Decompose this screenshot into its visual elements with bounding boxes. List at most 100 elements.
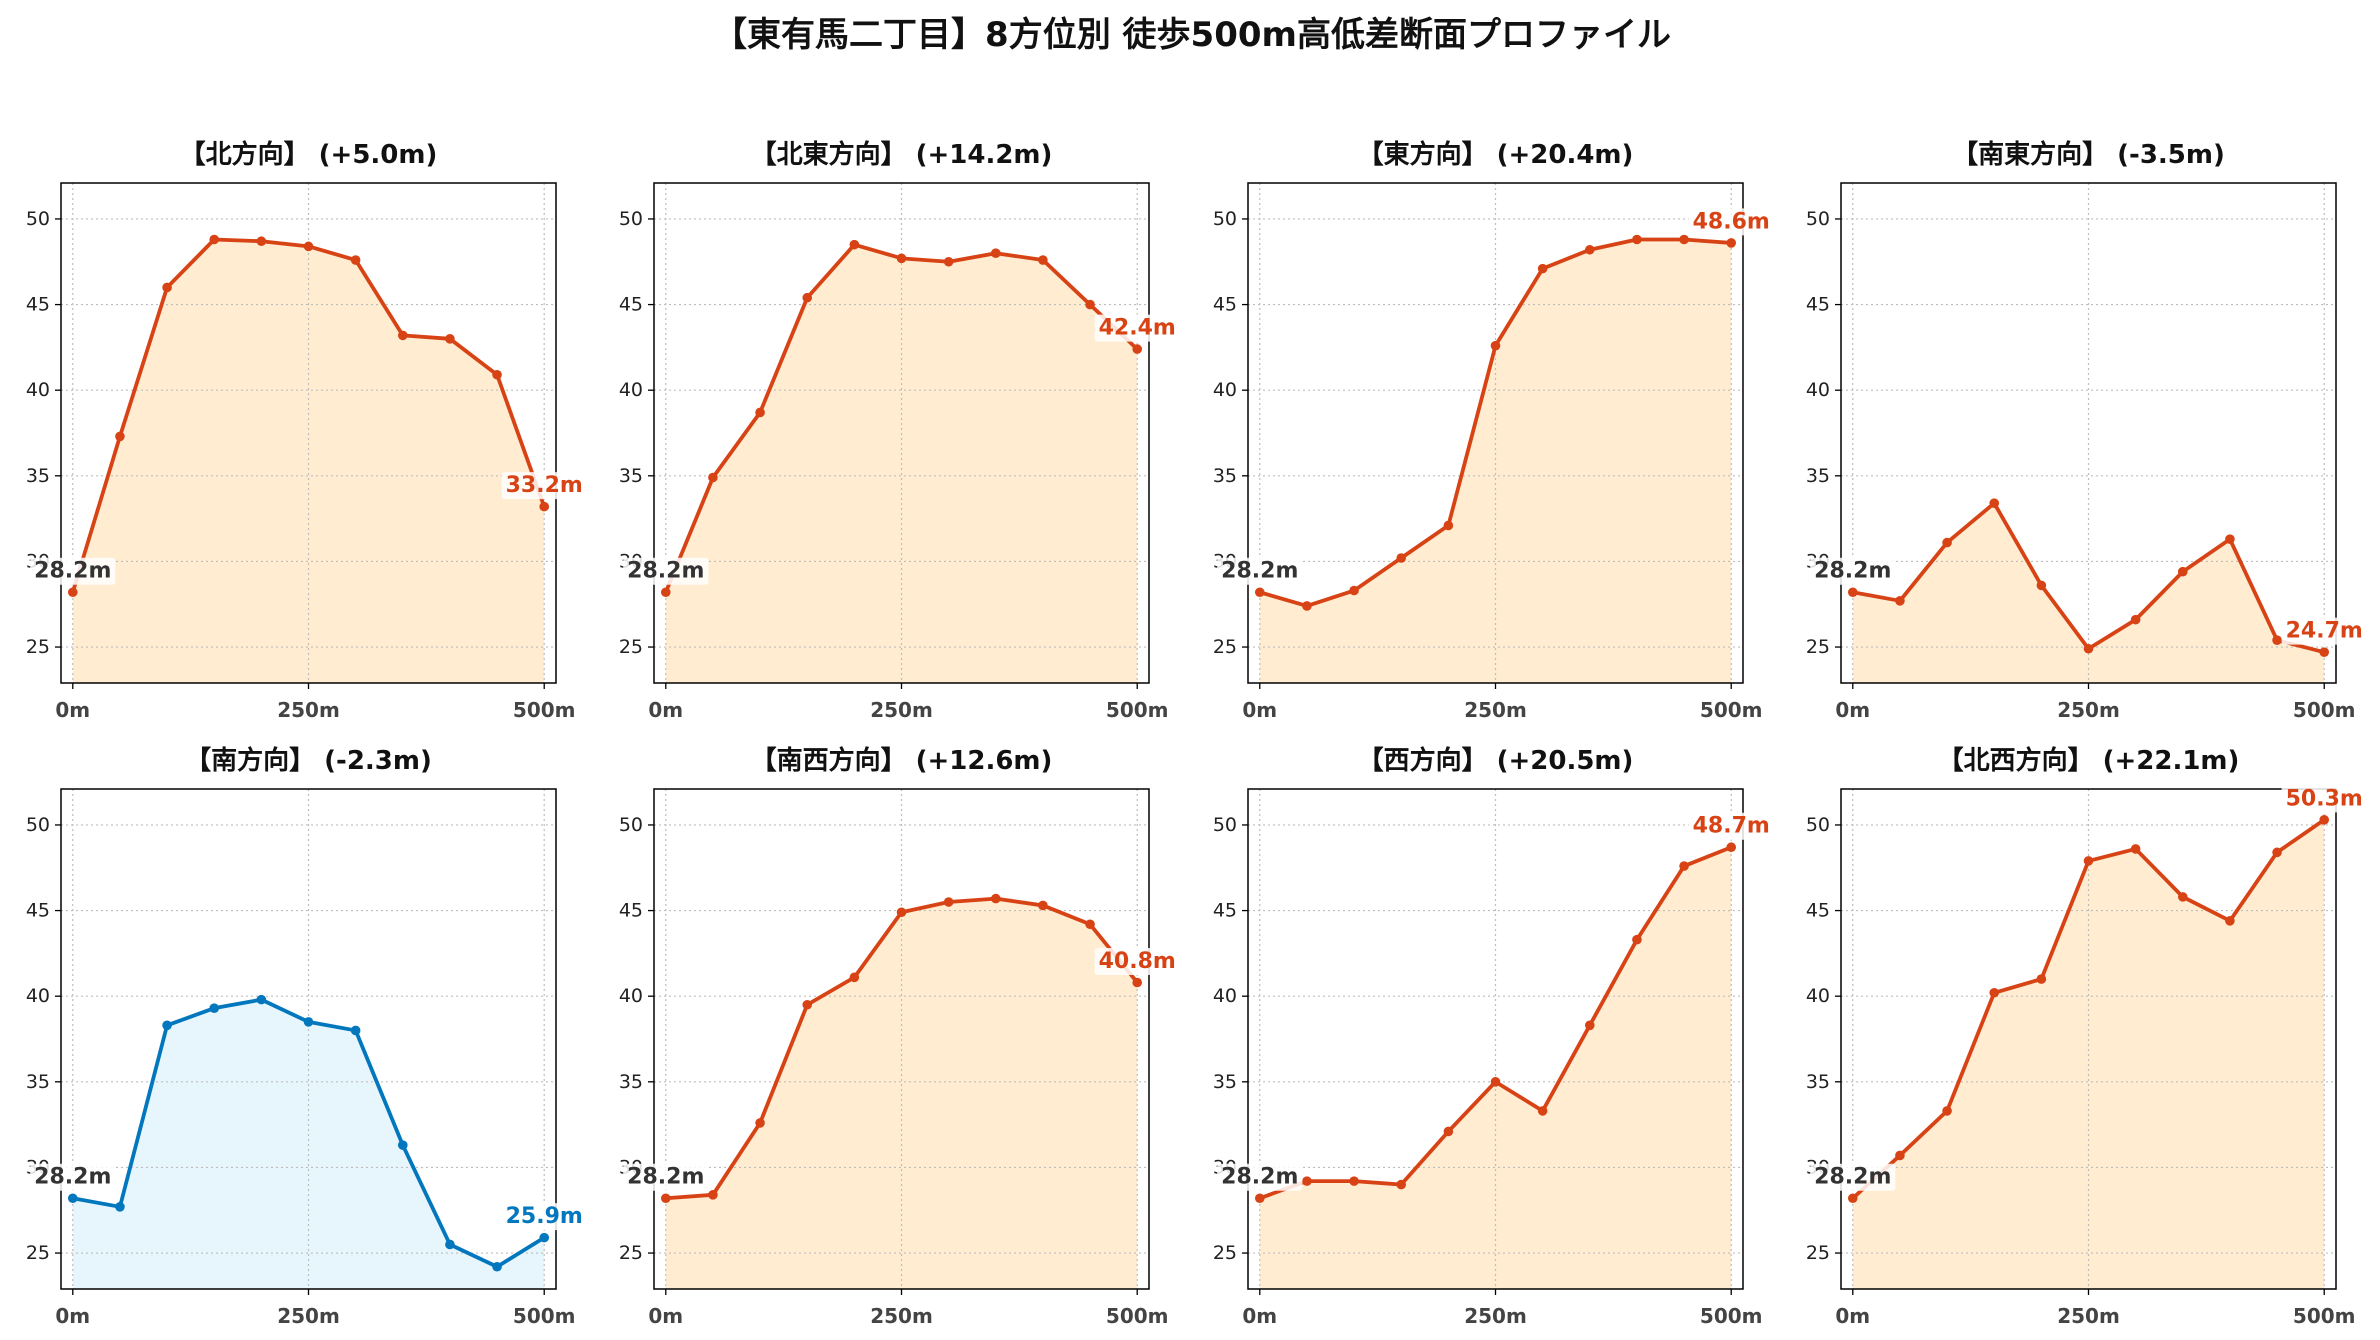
- y-tick-label: 50: [26, 208, 50, 230]
- end-label: 24.7m: [2281, 617, 2367, 645]
- end-label: 48.6m: [1688, 208, 1774, 236]
- start-label-text: 28.2m: [1221, 1165, 1298, 1190]
- data-point: [162, 1020, 172, 1031]
- start-label-text: 28.2m: [34, 559, 111, 584]
- panel-title: 【南東方向】 (-3.5m): [1952, 139, 2225, 170]
- panel-title: 【南方向】 (-2.3m): [185, 745, 432, 776]
- data-point: [1537, 1106, 1548, 1116]
- x-tick-label: 250m: [277, 698, 340, 722]
- y-tick-label: 25: [619, 1242, 643, 1264]
- data-point: [755, 1118, 765, 1128]
- y-tick-label: 35: [1213, 465, 1237, 487]
- data-point: [1537, 263, 1548, 274]
- end-label: 42.4m: [1094, 314, 1180, 342]
- data-point: [660, 587, 671, 598]
- data-point: [1443, 520, 1454, 531]
- x-tick-label: 0m: [1242, 698, 1277, 722]
- x-tick-label: 500m: [513, 698, 576, 722]
- y-tick-label: 25: [26, 1242, 50, 1264]
- data-point: [1085, 919, 1095, 930]
- y-tick-label: 35: [26, 465, 50, 487]
- data-point: [2272, 847, 2282, 858]
- data-point: [1490, 340, 1501, 351]
- data-point: [990, 248, 1001, 259]
- y-tick-label: 40: [26, 379, 50, 401]
- data-point: [2225, 534, 2235, 544]
- data-point: [708, 472, 718, 483]
- data-point: [397, 1140, 408, 1150]
- end-label-text: 33.2m: [506, 473, 583, 498]
- data-point: [256, 236, 267, 247]
- start-label-background: [1810, 1163, 1896, 1191]
- data-point: [896, 907, 907, 918]
- data-point: [1989, 987, 2000, 998]
- end-label-text: 25.9m: [506, 1204, 583, 1229]
- start-label: 28.2m: [623, 1163, 709, 1191]
- data-point: [1254, 1193, 1265, 1204]
- start-label: 28.2m: [1217, 557, 1303, 585]
- end-label: 48.7m: [1688, 812, 1774, 840]
- end-label: 33.2m: [501, 472, 587, 500]
- end-label: 40.8m: [1094, 947, 1180, 975]
- data-point: [67, 587, 78, 598]
- y-tick-label: 50: [619, 208, 643, 230]
- x-tick-label: 250m: [2057, 1304, 2120, 1328]
- data-point: [2130, 614, 2141, 625]
- y-tick-label: 45: [619, 294, 643, 316]
- y-tick-label: 50: [1806, 208, 1830, 230]
- y-tick-label: 25: [1806, 1242, 1830, 1264]
- y-tick-label: 25: [1213, 636, 1237, 658]
- y-tick-label: 25: [26, 636, 50, 658]
- x-tick-label: 0m: [55, 698, 90, 722]
- end-label-text: 40.8m: [1099, 949, 1176, 974]
- data-point: [1847, 587, 1858, 598]
- data-point: [67, 1193, 78, 1204]
- data-point: [1726, 238, 1737, 248]
- fill-area: [72, 239, 545, 683]
- panel-title: 【北東方向】 (+14.2m): [751, 139, 1053, 170]
- data-point: [492, 1261, 502, 1272]
- x-tick-label: 250m: [2057, 698, 2120, 722]
- start-label-text: 28.2m: [627, 1165, 704, 1190]
- y-tick-label: 40: [619, 985, 643, 1007]
- fill-area: [1852, 503, 2325, 683]
- data-point: [1132, 977, 1143, 988]
- data-point: [2083, 643, 2094, 654]
- data-point: [115, 1202, 125, 1212]
- data-point: [2319, 647, 2330, 657]
- start-label-text: 28.2m: [1814, 1165, 1891, 1190]
- data-point: [2272, 635, 2282, 645]
- data-point: [943, 897, 954, 907]
- y-tick-label: 45: [1806, 900, 1830, 922]
- x-tick-label: 500m: [1700, 698, 1763, 722]
- data-point: [2130, 844, 2141, 854]
- data-point: [896, 253, 907, 264]
- data-point: [209, 1003, 220, 1013]
- panel-southeast: 【南東方向】 (-3.5m)2530354045500m250m500m28.2…: [1806, 139, 2367, 722]
- y-tick-label: 45: [619, 900, 643, 922]
- figure-title: 【東有馬二丁目】8方位別 徒歩500m高低差断面プロファイル: [713, 15, 1671, 55]
- start-label-text: 28.2m: [1814, 559, 1891, 584]
- data-point: [1895, 1150, 1905, 1161]
- x-tick-label: 250m: [277, 1304, 340, 1328]
- end-label-background: [501, 1203, 587, 1231]
- data-point: [1349, 585, 1359, 596]
- data-point: [2083, 856, 2094, 866]
- data-point: [1989, 498, 2000, 509]
- data-point: [115, 431, 125, 442]
- y-tick-label: 45: [1213, 900, 1237, 922]
- x-tick-label: 0m: [648, 698, 683, 722]
- data-point: [1632, 934, 1642, 945]
- data-point: [1085, 299, 1095, 310]
- data-point: [849, 972, 860, 983]
- start-label-background: [1810, 557, 1896, 585]
- y-tick-label: 40: [1806, 379, 1830, 401]
- data-point: [1895, 596, 1905, 606]
- start-label-background: [30, 557, 116, 585]
- data-point: [708, 1190, 718, 1200]
- end-label-text: 48.6m: [1693, 209, 1770, 234]
- start-label-background: [30, 1163, 116, 1191]
- x-tick-label: 0m: [1835, 1304, 1870, 1328]
- y-tick-label: 35: [1213, 1071, 1237, 1093]
- data-point: [1679, 861, 1689, 871]
